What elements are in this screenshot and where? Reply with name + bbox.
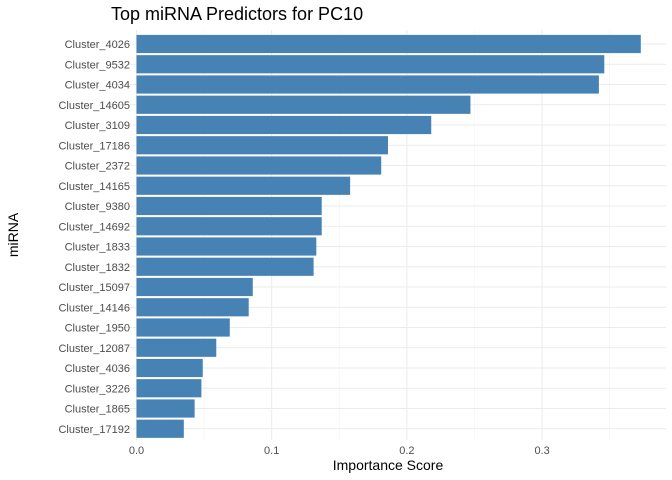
y-tick-label: Cluster_17186 (58, 140, 130, 152)
x-tick-label: 0.2 (399, 445, 414, 457)
bar (136, 55, 605, 74)
x-tick-label: 0.3 (534, 445, 549, 457)
bar (136, 257, 314, 276)
bar (136, 95, 471, 114)
chart-title: Top miRNA Predictors for PC10 (111, 4, 363, 24)
x-tick-labels: 0.0 0.1 0.2 0.3 (129, 445, 550, 457)
y-tick-label: Cluster_3226 (65, 383, 130, 395)
y-tick-label: Cluster_1865 (65, 404, 130, 416)
y-tick-labels: Cluster_4026 Cluster_9532 Cluster_4034 Clus… (58, 39, 130, 436)
y-tick-label: Cluster_14605 (58, 100, 130, 112)
y-tick-label: Cluster_14146 (58, 302, 130, 314)
y-tick-label: Cluster_9532 (65, 59, 130, 71)
bar (136, 338, 217, 357)
bar (136, 358, 203, 378)
y-tick-label: Cluster_1833 (65, 242, 130, 254)
bar (136, 318, 230, 337)
y-tick-label: Cluster_4036 (65, 363, 130, 375)
y-tick-label: Cluster_2372 (65, 161, 130, 173)
bar (136, 277, 253, 297)
y-tick-label: Cluster_17192 (58, 424, 130, 436)
bar (136, 115, 432, 135)
x-tick-label: 0.0 (129, 445, 144, 457)
bar (136, 217, 322, 236)
bar (136, 136, 388, 155)
y-tick-label: Cluster_3109 (65, 120, 130, 132)
y-tick-label: Cluster_12087 (58, 343, 130, 355)
y-tick-label: Cluster_14165 (58, 181, 130, 193)
x-axis-title: Importance Score (333, 457, 444, 473)
y-tick-label: Cluster_14692 (58, 221, 130, 233)
y-tick-label: Cluster_4034 (65, 80, 130, 92)
bar (136, 379, 202, 398)
bar (136, 156, 382, 175)
bar (136, 34, 641, 54)
bar (136, 298, 249, 317)
y-tick-label: Cluster_9380 (65, 201, 130, 213)
bar (136, 75, 599, 94)
bar (136, 419, 184, 438)
bar (136, 237, 317, 256)
y-tick-label: Cluster_1950 (65, 323, 130, 335)
y-axis-title: miRNA (5, 212, 21, 257)
bars (136, 34, 641, 438)
bar (136, 176, 351, 195)
y-tick-label: Cluster_1832 (65, 262, 130, 274)
x-tick-label: 0.1 (264, 445, 279, 457)
bar (136, 196, 322, 216)
y-tick-label: Cluster_4026 (65, 39, 130, 51)
bar (136, 399, 195, 418)
y-tick-label: Cluster_15097 (58, 282, 130, 294)
